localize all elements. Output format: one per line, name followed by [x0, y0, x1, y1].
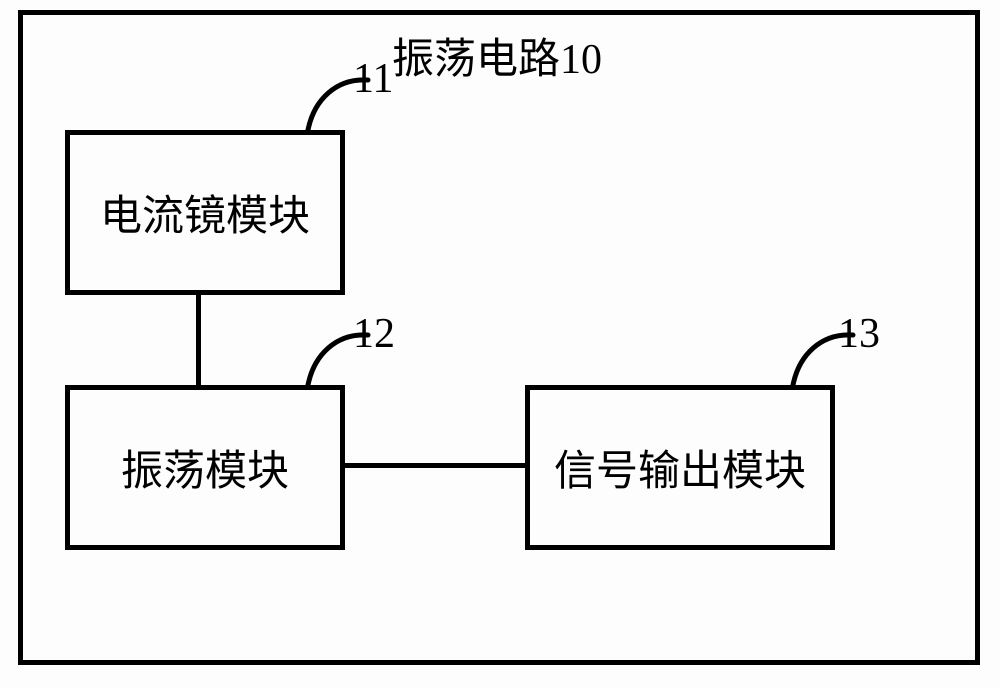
- diagram-canvas: 振荡电路10 电流镜模块 11 振荡模块 12 信号输出模块 13: [0, 0, 1000, 688]
- flag-number-13: 13: [838, 310, 880, 358]
